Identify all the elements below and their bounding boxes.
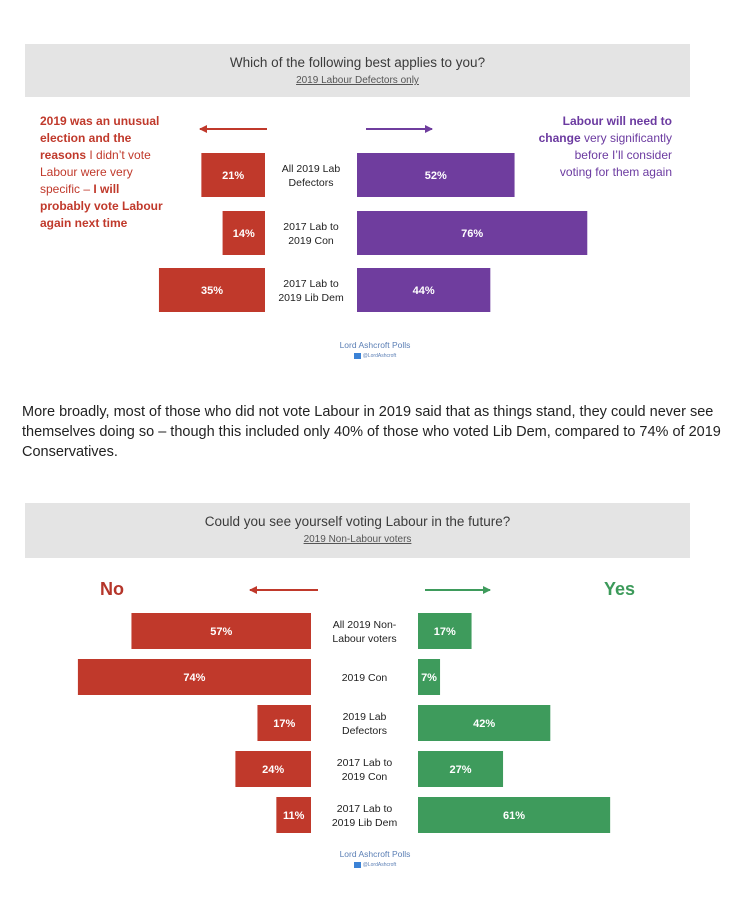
legend-segment: I didn’t vote	[86, 148, 151, 162]
credit-text: Lord Ashcroft Polls	[339, 849, 411, 859]
category-label: 2019 Lib Dem	[332, 817, 398, 829]
legend-line: before I’ll consider	[500, 147, 672, 164]
legend-segment: reasons	[40, 148, 87, 162]
legend-line: election and the	[40, 130, 190, 147]
legend-segment: before I’ll consider	[574, 148, 672, 162]
legend-segment: again next time	[40, 216, 128, 230]
category-label: 2019 Lab	[343, 711, 387, 723]
bar-right	[357, 211, 588, 255]
bar-right	[357, 268, 491, 312]
category-label: 2017 Lab to	[337, 757, 393, 769]
bar-left	[276, 797, 311, 833]
legend-segment: Labour were very	[40, 165, 133, 179]
legend-segment: Labour will need to	[562, 114, 672, 128]
legend-segment: change	[538, 131, 581, 145]
data-label: 17%	[434, 626, 456, 638]
right-arrowhead-icon	[483, 586, 491, 594]
credit: Lord Ashcroft Polls @LordAshcroft	[0, 340, 750, 360]
bar-right	[418, 705, 551, 741]
category-label: Labour voters	[332, 633, 396, 645]
right-arrowhead-icon	[425, 125, 433, 133]
data-label: 7%	[421, 672, 437, 684]
legend-segment: probably vote Labour	[40, 199, 163, 213]
legend-segment: I will	[93, 182, 120, 196]
bar-left	[77, 659, 312, 695]
data-label: 27%	[450, 764, 472, 776]
chart-non-labour-voters: Could you see yourself voting Labour in …	[0, 495, 750, 906]
bar-left	[201, 153, 265, 197]
category-label: All 2019 Lab	[282, 163, 341, 175]
bar-left	[222, 211, 265, 255]
legend-segment: 2019 was an unusual	[40, 114, 160, 128]
data-label: 24%	[262, 764, 284, 776]
chart-plot-area: 57% 17% All 2019 Non- Labour voters 74% 7% 201…	[77, 586, 611, 833]
data-label: 74%	[183, 672, 205, 684]
body-paragraph: More broadly, most of those who did not …	[22, 404, 721, 460]
legend-segment: very significantly	[580, 131, 672, 145]
credit-handle: @LordAshcroft	[362, 352, 397, 359]
chart-subtitle: 2019 Labour Defectors only	[296, 75, 419, 86]
bar-right	[418, 797, 611, 833]
legend-segment: election and the	[40, 131, 132, 145]
chart-subtitle: 2019 Non-Labour voters	[303, 534, 412, 545]
legend-line: Labour will need to	[500, 113, 672, 130]
legend-segment: specific –	[40, 182, 94, 196]
twitter-icon	[353, 861, 361, 868]
data-label: 14%	[233, 228, 255, 240]
legend-line: change very significantly	[500, 130, 672, 147]
data-label: 11%	[283, 810, 305, 822]
bar-left	[257, 705, 311, 741]
data-label: 61%	[503, 810, 525, 822]
data-label: 76%	[461, 228, 483, 240]
legend-line: again next time	[40, 215, 190, 232]
bar-left	[235, 751, 311, 787]
yes-label: Yes	[604, 579, 636, 599]
data-label: 21%	[222, 170, 244, 182]
chart-title: Could you see yourself voting Labour in …	[204, 514, 511, 529]
bar-left	[131, 613, 311, 649]
legend-line: specific – I will	[40, 181, 190, 198]
left-arrowhead-icon	[199, 125, 207, 133]
bar-right	[357, 153, 515, 197]
chart-header: Which of the following best applies to y…	[25, 44, 690, 97]
right-legend-text: Labour will need to change very significa…	[500, 113, 672, 181]
bar-right	[418, 751, 504, 787]
legend-line: probably vote Labour	[40, 198, 190, 215]
category-label: 2019 Con	[288, 235, 334, 247]
category-label: 2019 Lib Dem	[278, 292, 344, 304]
category-label: All 2019 Non-	[333, 619, 397, 631]
data-label: 57%	[210, 626, 232, 638]
twitter-icon	[353, 352, 361, 359]
category-label: 2017 Lab to	[283, 221, 339, 233]
bar-right	[418, 613, 472, 649]
legend-line: voting for them again	[500, 164, 672, 181]
bar-left	[158, 268, 265, 312]
data-label: 44%	[413, 285, 435, 297]
no-label: No	[100, 579, 124, 599]
data-label: 42%	[473, 718, 495, 730]
chart-title: Which of the following best applies to y…	[229, 55, 486, 70]
category-label: 2019 Con	[342, 672, 388, 684]
left-arrowhead-icon	[249, 586, 257, 594]
bar-right	[418, 659, 441, 695]
left-legend-text: 2019 was an unusual election and the reaso…	[40, 113, 190, 232]
chart-labour-defectors: Which of the following best applies to y…	[0, 0, 750, 380]
legend-segment: voting for them again	[559, 165, 672, 179]
legend-line: 2019 was an unusual	[40, 113, 190, 130]
category-label: Defectors	[289, 177, 334, 189]
legend-line: reasons I didn’t vote	[40, 147, 190, 164]
category-label: 2017 Lab to	[283, 278, 339, 290]
legend-line: Labour were very	[40, 164, 190, 181]
credit-handle: @LordAshcroft	[362, 861, 397, 868]
credit: Lord Ashcroft Polls @LordAshcroft	[0, 849, 750, 869]
category-label: 2019 Con	[342, 771, 388, 783]
category-label: 2017 Lab to	[337, 803, 393, 815]
chart-header: Could you see yourself voting Labour in …	[25, 503, 690, 558]
data-label: 52%	[425, 170, 447, 182]
credit-text: Lord Ashcroft Polls	[339, 340, 411, 350]
data-label: 17%	[273, 718, 295, 730]
category-label: Defectors	[342, 725, 387, 737]
data-label: 35%	[201, 285, 223, 297]
chart-plot-area: 21% 52% All 2019 Lab Defectors 14% 76% 2017 La…	[158, 125, 588, 312]
